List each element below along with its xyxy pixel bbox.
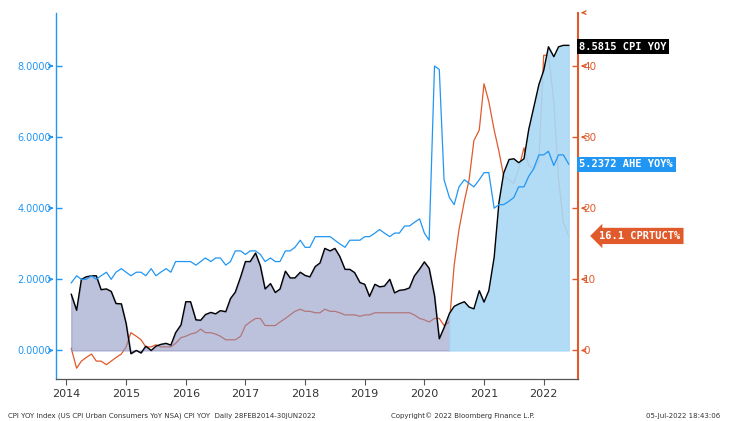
Text: 16.1 CPRTUCT%: 16.1 CPRTUCT% (599, 231, 680, 241)
Text: 5.2372 AHE YOY%: 5.2372 AHE YOY% (579, 159, 673, 169)
Text: CPI YOY Index (US CPI Urban Consumers YoY NSA) CPI YOY  Daily 28FEB2014-30JUN202: CPI YOY Index (US CPI Urban Consumers Yo… (8, 413, 315, 419)
Text: Copyright© 2022 Bloomberg Finance L.P.: Copyright© 2022 Bloomberg Finance L.P. (391, 412, 534, 419)
Text: 8.5815 CPI YOY: 8.5815 CPI YOY (579, 42, 667, 52)
Text: 05-Jul-2022 18:43:06: 05-Jul-2022 18:43:06 (646, 413, 720, 419)
